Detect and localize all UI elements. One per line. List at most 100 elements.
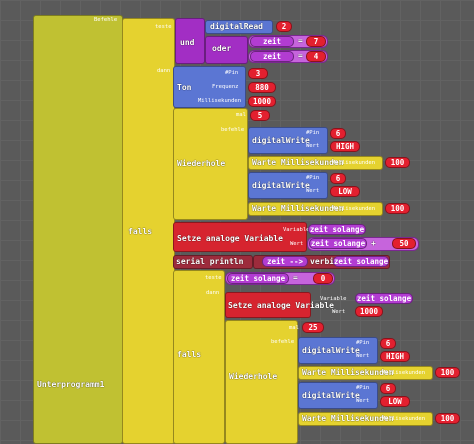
variable-value: zeit solange bbox=[333, 256, 389, 267]
number-value: 7 bbox=[306, 36, 326, 47]
level-value: LOW bbox=[330, 186, 360, 197]
param-label: Millisekunden bbox=[382, 416, 426, 422]
variable-value: zeit solange bbox=[308, 224, 366, 235]
digital-write-block bbox=[298, 337, 378, 364]
digital-write-block bbox=[248, 172, 328, 199]
socket-label: dann bbox=[206, 290, 220, 296]
number-value: 0 bbox=[313, 273, 333, 284]
block-label: Setze analoge Variable bbox=[228, 301, 334, 310]
param-label: Wert bbox=[290, 241, 304, 247]
pin-value: 6 bbox=[380, 383, 396, 394]
tone-block bbox=[173, 66, 246, 108]
param-label: #Pin bbox=[306, 130, 320, 136]
if-label: falls bbox=[177, 350, 202, 359]
times-value: 25 bbox=[302, 322, 324, 333]
block-label: Warte Millisekunden bbox=[252, 158, 344, 167]
number-value: 50 bbox=[392, 238, 416, 249]
digital-read-block bbox=[205, 20, 273, 34]
socket-label: teste bbox=[155, 24, 172, 30]
param-label: #Pin bbox=[225, 70, 239, 76]
block-label: Setze analoge Variable bbox=[177, 234, 283, 243]
param-label: Wert bbox=[332, 309, 346, 315]
block-label: digitalWrite bbox=[252, 181, 310, 190]
variable-value: zeit bbox=[250, 51, 294, 62]
level-value: HIGH bbox=[330, 141, 360, 152]
pin-value: 3 bbox=[248, 68, 268, 79]
param-label: mal bbox=[236, 112, 246, 118]
socket-label: befehle bbox=[271, 339, 295, 345]
param-label: Wert bbox=[306, 188, 320, 194]
digital-write-block bbox=[298, 382, 378, 409]
repeat-block bbox=[225, 320, 298, 444]
ms-value: 100 bbox=[435, 413, 460, 424]
param-label: #Pin bbox=[356, 385, 370, 391]
operator: = bbox=[293, 273, 298, 282]
block-label: digitalWrite bbox=[302, 391, 360, 400]
block-label: digitalWrite bbox=[252, 136, 310, 145]
param-label: Millisekunden bbox=[198, 98, 242, 104]
ms-value: 100 bbox=[385, 157, 410, 168]
wait-block bbox=[298, 366, 433, 380]
socket-label: dann bbox=[157, 68, 171, 74]
wait-block bbox=[248, 156, 383, 170]
operator: = bbox=[298, 36, 303, 45]
block-label: digitalWrite bbox=[302, 346, 360, 355]
pin-value: 6 bbox=[380, 338, 396, 349]
param-label: Millisekunden bbox=[332, 206, 376, 212]
if-block bbox=[122, 18, 175, 444]
block-label: Wiederhole bbox=[229, 372, 278, 381]
block-label: und bbox=[180, 38, 195, 47]
param-label: Wert bbox=[306, 143, 320, 149]
block-label: Ton bbox=[177, 83, 192, 92]
param-label: Wert bbox=[356, 353, 370, 359]
level-value: LOW bbox=[380, 396, 410, 407]
and-block bbox=[175, 18, 205, 64]
text-value: zeit --> bbox=[262, 256, 308, 267]
param-label: Millisekunden bbox=[332, 160, 376, 166]
param-label: mal bbox=[289, 325, 299, 331]
socket-label: teste bbox=[205, 275, 222, 281]
frequency-value: 880 bbox=[248, 82, 276, 93]
param-label: #Pin bbox=[306, 175, 320, 181]
pin-value: 2 bbox=[276, 21, 292, 32]
digital-write-block bbox=[248, 127, 328, 154]
variable-value: zeit solange bbox=[355, 293, 413, 304]
socket-label: befehle bbox=[221, 127, 245, 133]
pin-value: 6 bbox=[330, 173, 346, 184]
subroutine-label: Unterprogramm1 bbox=[37, 380, 105, 389]
subroutine-block bbox=[33, 15, 123, 444]
pin-value: 6 bbox=[330, 128, 346, 139]
variable-value: zeit solange bbox=[227, 273, 289, 284]
block-label: Warte Millisekunden bbox=[302, 414, 394, 423]
or-block bbox=[205, 36, 248, 64]
operator: + bbox=[371, 239, 376, 248]
number-value: 1000 bbox=[355, 306, 383, 317]
if-block bbox=[173, 270, 225, 444]
times-value: 5 bbox=[250, 110, 270, 121]
serial-block bbox=[173, 255, 253, 269]
set-variable-block bbox=[225, 292, 311, 318]
param-label: Variable bbox=[283, 227, 310, 233]
wait-block bbox=[248, 202, 383, 216]
duration-value: 1000 bbox=[248, 96, 276, 107]
block-label: serial println bbox=[176, 257, 244, 266]
param-label: Frequenz bbox=[212, 84, 239, 90]
operator: = bbox=[298, 51, 303, 60]
block-label: Warte Millisekunden bbox=[252, 204, 344, 213]
wait-block bbox=[298, 412, 433, 426]
block-label: oder bbox=[212, 44, 232, 53]
variable-value: zeit bbox=[250, 36, 294, 47]
level-value: HIGH bbox=[380, 351, 410, 362]
if-label: falls bbox=[128, 227, 153, 236]
block-label: verbinde bbox=[310, 257, 349, 266]
param-label: #Pin bbox=[356, 340, 370, 346]
block-label: Wiederhole bbox=[177, 159, 226, 168]
socket-label: Befehle bbox=[94, 17, 118, 23]
param-label: Variable bbox=[320, 296, 347, 302]
repeat-block bbox=[173, 108, 248, 220]
param-label: Wert bbox=[356, 398, 370, 404]
number-value: 4 bbox=[306, 51, 326, 62]
block-label: Warte Millisekunden bbox=[302, 368, 394, 377]
set-variable-block bbox=[173, 222, 307, 252]
